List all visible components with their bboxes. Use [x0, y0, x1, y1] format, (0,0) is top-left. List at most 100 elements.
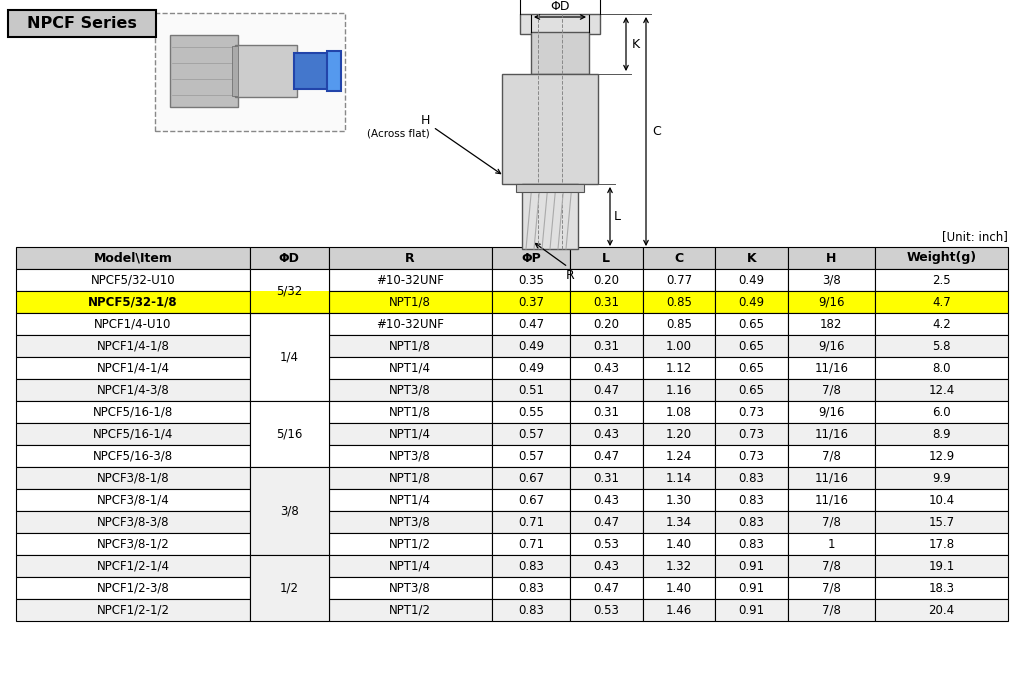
Bar — [329, 335, 492, 357]
Bar — [16, 269, 250, 291]
Text: 0.49: 0.49 — [738, 296, 764, 309]
Text: 11/16: 11/16 — [814, 362, 848, 375]
Bar — [787, 313, 876, 335]
Text: NPT3/8: NPT3/8 — [389, 384, 431, 396]
Bar — [329, 511, 492, 533]
Text: 0.43: 0.43 — [593, 427, 620, 440]
Bar — [570, 357, 643, 379]
Bar — [787, 533, 876, 555]
Bar — [570, 445, 643, 467]
Text: 1.16: 1.16 — [666, 384, 692, 396]
Bar — [876, 599, 1008, 621]
Text: 5.8: 5.8 — [932, 340, 951, 353]
Bar — [715, 555, 787, 577]
Text: 0.31: 0.31 — [593, 406, 620, 418]
Bar — [643, 489, 715, 511]
Text: NPCF1/4-1/8: NPCF1/4-1/8 — [96, 340, 169, 353]
Text: 12.9: 12.9 — [929, 449, 954, 462]
Bar — [715, 423, 787, 445]
Text: NPCF5/16-3/8: NPCF5/16-3/8 — [93, 449, 173, 462]
Bar — [520, 14, 600, 34]
Text: 0.77: 0.77 — [666, 274, 692, 287]
Text: NPT1/8: NPT1/8 — [389, 296, 431, 309]
Bar — [715, 291, 787, 313]
Text: 1.24: 1.24 — [666, 449, 692, 462]
Bar — [329, 489, 492, 511]
Bar — [876, 511, 1008, 533]
Bar — [492, 467, 570, 489]
Text: 15.7: 15.7 — [929, 515, 954, 528]
Text: 7/8: 7/8 — [822, 515, 841, 528]
Bar — [329, 533, 492, 555]
Text: NPT1/8: NPT1/8 — [389, 406, 431, 418]
Text: ΦP: ΦP — [521, 251, 541, 265]
Text: 0.57: 0.57 — [518, 427, 544, 440]
Bar — [492, 423, 570, 445]
Bar — [570, 379, 643, 401]
Bar — [643, 357, 715, 379]
Bar — [643, 247, 715, 269]
Bar — [715, 379, 787, 401]
Text: 18.3: 18.3 — [929, 582, 954, 595]
Bar — [715, 335, 787, 357]
Text: K: K — [746, 251, 756, 265]
Bar — [876, 313, 1008, 335]
Text: 4.2: 4.2 — [932, 318, 951, 331]
Bar — [715, 247, 787, 269]
Bar — [787, 357, 876, 379]
Text: 1.46: 1.46 — [666, 604, 692, 617]
Text: 0.49: 0.49 — [518, 362, 544, 375]
Bar — [876, 269, 1008, 291]
Bar — [16, 555, 250, 577]
Bar — [250, 269, 329, 291]
Bar — [715, 401, 787, 423]
Text: 0.20: 0.20 — [593, 274, 620, 287]
Text: 0.49: 0.49 — [518, 340, 544, 353]
Text: 0.49: 0.49 — [738, 274, 764, 287]
Bar — [329, 445, 492, 467]
Bar — [787, 599, 876, 621]
Text: NPCF3/8-1/8: NPCF3/8-1/8 — [96, 471, 169, 484]
Text: 1.12: 1.12 — [666, 362, 692, 375]
Text: 0.53: 0.53 — [594, 604, 620, 617]
Bar — [329, 357, 492, 379]
Bar — [522, 184, 578, 249]
Text: 6.0: 6.0 — [932, 406, 951, 418]
Text: 7/8: 7/8 — [822, 604, 841, 617]
Bar — [876, 555, 1008, 577]
Text: L: L — [602, 251, 610, 265]
Bar — [329, 269, 492, 291]
Bar — [492, 445, 570, 467]
Text: 182: 182 — [820, 318, 843, 331]
Text: NPT1/8: NPT1/8 — [389, 471, 431, 484]
Text: 7/8: 7/8 — [822, 449, 841, 462]
Text: 0.91: 0.91 — [738, 604, 764, 617]
Bar — [715, 467, 787, 489]
Text: 0.67: 0.67 — [518, 493, 544, 506]
Text: H: H — [421, 114, 430, 127]
Bar — [787, 247, 876, 269]
Bar — [643, 533, 715, 555]
Bar — [570, 401, 643, 423]
Text: 0.65: 0.65 — [738, 384, 764, 396]
Bar — [329, 599, 492, 621]
Text: 1/4: 1/4 — [280, 351, 299, 364]
Bar — [643, 269, 715, 291]
Text: 7/8: 7/8 — [822, 384, 841, 396]
Bar — [876, 445, 1008, 467]
Bar — [570, 599, 643, 621]
Bar — [329, 467, 492, 489]
Bar — [155, 13, 345, 131]
Bar — [250, 291, 329, 313]
Bar — [787, 445, 876, 467]
Bar — [715, 599, 787, 621]
Text: 0.83: 0.83 — [518, 582, 544, 595]
Bar — [16, 445, 250, 467]
Bar — [715, 489, 787, 511]
Bar — [715, 511, 787, 533]
Bar — [715, 357, 787, 379]
Bar — [643, 335, 715, 357]
Bar — [492, 533, 570, 555]
Bar — [876, 467, 1008, 489]
Bar — [516, 184, 584, 192]
